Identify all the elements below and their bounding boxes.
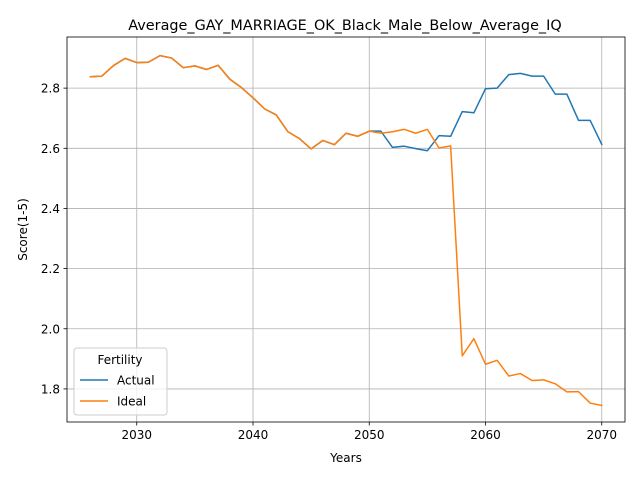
x-tick-label: 2060 <box>470 428 501 442</box>
x-tick-label: 2050 <box>354 428 385 442</box>
y-tick-label: 2.2 <box>41 262 60 276</box>
chart-title: Average_GAY_MARRIAGE_OK_Black_Male_Below… <box>128 18 561 34</box>
x-tick-label: 2030 <box>121 428 152 442</box>
x-axis-title: Years <box>329 451 362 465</box>
legend: Fertility Actual Ideal <box>73 347 168 416</box>
x-tick-label: 2040 <box>238 428 269 442</box>
series-lines <box>89 54 603 407</box>
y-tick-label: 2.0 <box>41 322 60 336</box>
axis-ticks: 2030 2040 2050 2060 2070 1.8 2.0 2.2 2.4 2.6 2.8 <box>41 82 617 442</box>
series-line-ideal <box>89 54 603 407</box>
legend-title: Fertility <box>97 353 142 367</box>
y-tick-label: 1.8 <box>41 382 60 396</box>
x-tick-label: 2070 <box>586 428 617 442</box>
y-tick-label: 2.8 <box>41 82 60 96</box>
legend-label-actual: Actual <box>117 374 155 388</box>
y-tick-label: 2.4 <box>41 202 60 216</box>
y-tick-label: 2.6 <box>41 142 60 156</box>
plot-frame <box>66 36 626 423</box>
legend-box <box>73 347 168 416</box>
gridlines <box>67 37 625 422</box>
legend-label-ideal: Ideal <box>117 395 146 409</box>
y-axis-title: Score(1-5) <box>16 198 30 261</box>
